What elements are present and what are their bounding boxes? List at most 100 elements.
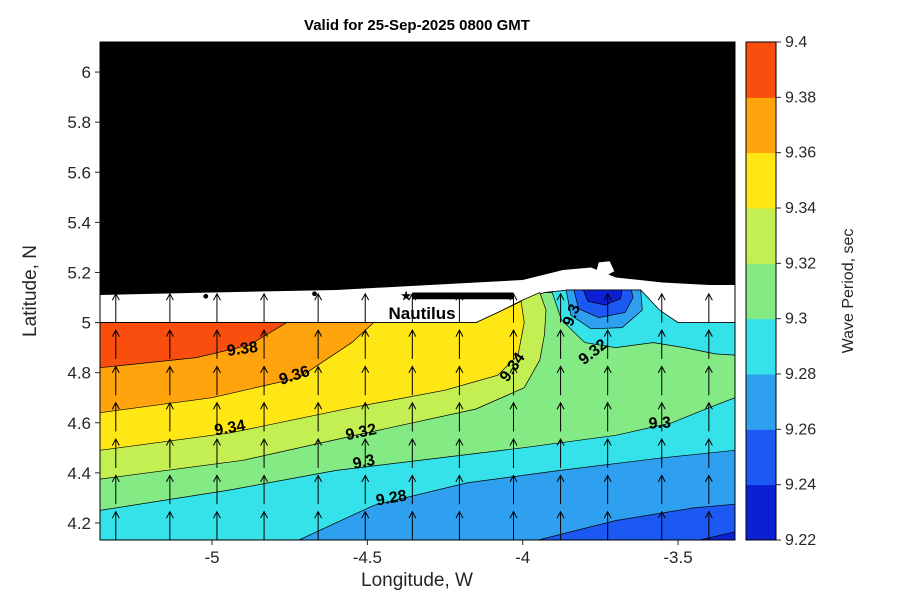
quiver-arrow: [603, 292, 612, 323]
colorbar-segment: [746, 152, 776, 209]
quiver-arrow: [260, 474, 268, 505]
quiver-arrow: [657, 329, 666, 359]
contour-band-9.22-9.24: [699, 531, 735, 540]
quiver-arrow: [314, 329, 323, 359]
quiver-arrow: [603, 401, 612, 432]
quiver-arrow: [408, 365, 417, 396]
quiver-arrow: [260, 401, 268, 432]
station-track-bar: [412, 292, 514, 300]
quiver-arrow: [165, 510, 174, 540]
y-tick-label: 5.8: [67, 113, 91, 132]
colorbar-tick-label: 9.32: [785, 255, 816, 272]
contour-label: 9.3: [351, 452, 376, 473]
quiver-arrow: [704, 474, 713, 505]
quiver-arrow: [213, 329, 221, 359]
quiver-arrow: [556, 292, 565, 323]
colorbar-tick-label: 9.24: [785, 477, 816, 494]
colorbar-border: [745, 41, 777, 541]
quiver-arrow: [509, 329, 518, 359]
contour-band-9.24-9.26: [538, 503, 735, 540]
colorbar-tick-label: 9.36: [785, 145, 816, 162]
quiver-arrow: [704, 437, 713, 468]
contour-label: 9.3: [648, 414, 671, 432]
colorbar-segment: [746, 484, 776, 541]
colorbar-segment: [746, 374, 776, 430]
quiver-arrow: [556, 329, 565, 359]
quiver-arrow: [556, 401, 565, 432]
islet-dot: [312, 291, 317, 297]
y-tick-label: 6: [82, 63, 91, 82]
quiver-arrow: [455, 365, 464, 396]
x-tick-label: -3.5: [663, 548, 692, 567]
x-tick-label: -5: [204, 548, 219, 567]
quiver-arrow: [408, 401, 417, 432]
contour-band-9.38-9.4: [100, 322, 288, 369]
quiver-arrow: [556, 365, 565, 396]
quiver-arrow: [213, 474, 221, 505]
quiver-arrow: [361, 365, 370, 396]
quiver-arrow: [657, 474, 666, 505]
islet-dot: [203, 293, 209, 299]
quiver-arrow: [260, 292, 268, 323]
quiver-arrow: [509, 365, 518, 396]
quiver-arrow: [213, 401, 221, 432]
quiver-arrow: [556, 510, 565, 540]
colorbar-segment: [746, 429, 776, 486]
quiver-arrow: [603, 474, 612, 505]
colorbar-tick-label: 9.34: [785, 200, 816, 217]
colorbar-segment: [746, 208, 776, 264]
quiver-arrow: [657, 365, 666, 396]
colorbar-tick-label: 9.22: [785, 532, 816, 549]
quiver-arrow: [704, 365, 713, 396]
quiver-arrow: [165, 365, 174, 396]
quiver-arrow: [314, 292, 323, 323]
quiver-arrow: [361, 292, 370, 323]
x-axis-label: Longitude, W: [361, 570, 473, 591]
quiver-arrow: [213, 292, 221, 323]
x-tick-label: -4.5: [353, 548, 382, 567]
contour-label: 9.34: [213, 417, 247, 439]
colorbar-tick-label: 9.38: [785, 89, 816, 106]
y-tick-label: 5.2: [67, 263, 91, 282]
quiver-arrow: [361, 401, 370, 432]
colorbar-tick-label: 9.28: [785, 366, 816, 383]
quiver-arrow: [603, 437, 612, 468]
quiver-arrow: [455, 474, 464, 505]
quiver-arrow: [657, 292, 666, 323]
colorbar-label: Wave Period, sec: [840, 229, 857, 354]
quiver-arrow: [260, 437, 268, 468]
quiver-arrow: [314, 401, 323, 432]
quiver-arrow: [165, 401, 174, 432]
land-mask: [100, 42, 735, 295]
quiver-arrow: [111, 365, 120, 396]
quiver-arrow: [509, 510, 518, 540]
quiver-arrow: [361, 474, 370, 505]
y-tick-label: 4.6: [67, 414, 91, 433]
quiver-arrow: [111, 401, 120, 432]
quiver-arrow: [603, 510, 612, 540]
y-axis-label: Latitude, N: [20, 245, 41, 337]
station-label: Nautilus: [388, 304, 455, 323]
quiver-arrow: [704, 401, 713, 432]
quiver-arrow: [657, 437, 666, 468]
chart-title: Valid for 25-Sep-2025 0800 GMT: [304, 17, 530, 34]
quiver-arrow: [165, 292, 174, 323]
quiver-arrow: [361, 329, 370, 359]
contour-label: 9.28: [375, 487, 409, 509]
coastal-low-patch-9.22-9.24: [582, 289, 623, 306]
y-tick-label: 5.4: [67, 213, 91, 232]
quiver-arrow: [704, 292, 713, 323]
y-tick-label: 4.8: [67, 364, 91, 383]
quiver-arrow: [260, 365, 268, 396]
quiver-arrow: [314, 437, 323, 468]
quiver-arrow: [455, 437, 464, 468]
quiver-arrow: [556, 474, 565, 505]
quiver-arrow: [704, 510, 713, 540]
y-tick-label: 5.6: [67, 163, 91, 182]
quiver-arrow: [314, 365, 323, 396]
colorbar-segment: [746, 42, 776, 98]
contour-label: 9.38: [226, 339, 259, 360]
